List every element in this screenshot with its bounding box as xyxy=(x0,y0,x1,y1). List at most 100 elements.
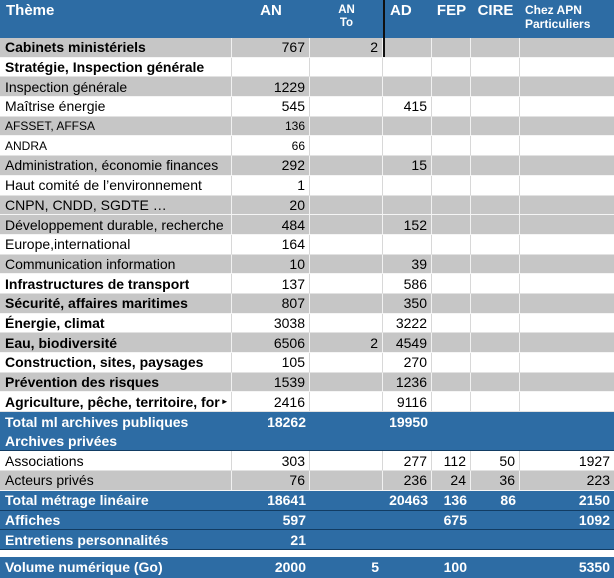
cell-an[interactable]: 21 xyxy=(232,530,310,549)
cell-cire[interactable] xyxy=(471,274,520,293)
cell-an[interactable]: 1539 xyxy=(232,372,310,392)
cell-fep[interactable] xyxy=(432,392,471,412)
cell-cire[interactable] xyxy=(471,511,520,530)
column-header-ad[interactable]: AD xyxy=(383,0,432,38)
cell-an_to[interactable] xyxy=(310,234,383,254)
cell-an[interactable]: 292 xyxy=(232,156,310,175)
cell-cire[interactable] xyxy=(471,156,520,175)
cell-apn[interactable] xyxy=(520,136,614,155)
cell-theme[interactable]: Eau, biodiversité xyxy=(0,333,232,352)
cell-ad[interactable]: 19950 xyxy=(383,412,432,431)
cell-fep[interactable] xyxy=(432,254,471,274)
cell-theme[interactable]: Acteurs privés xyxy=(0,471,232,490)
cell-theme[interactable]: Prévention des risques xyxy=(0,372,232,392)
cell-apn[interactable] xyxy=(520,353,614,372)
cell-ad[interactable] xyxy=(383,431,432,450)
cell-ad[interactable] xyxy=(383,38,432,57)
cell-cire[interactable] xyxy=(471,254,520,274)
cell-an[interactable]: 2000 xyxy=(232,557,310,578)
cell-an[interactable]: 545 xyxy=(232,97,310,116)
cell-cire[interactable] xyxy=(471,116,520,136)
cell-theme[interactable]: Total métrage linéaire xyxy=(0,491,232,510)
cell-cire[interactable]: 36 xyxy=(471,471,520,490)
cell-fep[interactable] xyxy=(432,156,471,175)
cell-fep[interactable] xyxy=(432,234,471,254)
cell-theme[interactable]: Développement durable, recherche xyxy=(0,215,232,234)
cell-ad[interactable]: 4549 xyxy=(383,333,432,352)
cell-apn[interactable] xyxy=(520,215,614,234)
cell-fep[interactable] xyxy=(432,530,471,549)
cell-an_to[interactable] xyxy=(310,175,383,195)
cell-apn[interactable] xyxy=(520,38,614,57)
cell-an[interactable]: 137 xyxy=(232,274,310,293)
cell-fep[interactable] xyxy=(432,136,471,156)
cell-cire[interactable] xyxy=(471,353,520,372)
cell-cire[interactable] xyxy=(471,77,520,97)
cell-fep[interactable] xyxy=(432,97,471,116)
cell-ad[interactable]: 277 xyxy=(383,451,432,471)
cell-an_to[interactable] xyxy=(310,412,383,431)
column-header-an-to[interactable]: AN To xyxy=(310,0,383,38)
cell-ad[interactable]: 152 xyxy=(383,215,432,234)
cell-cire[interactable] xyxy=(471,57,520,77)
cell-an[interactable]: 18262 xyxy=(232,412,310,431)
cell-an_to[interactable] xyxy=(310,471,383,490)
cell-cire[interactable] xyxy=(471,333,520,352)
cell-cire[interactable] xyxy=(471,392,520,412)
cell-fep[interactable] xyxy=(432,313,471,333)
cell-an[interactable]: 6506 xyxy=(232,333,310,352)
cell-an[interactable]: 18641 xyxy=(232,491,310,510)
column-header-cire[interactable]: CIRE xyxy=(471,0,520,38)
cell-theme[interactable]: AFSSET, AFFSA xyxy=(0,116,232,136)
cell-ad[interactable]: 415 xyxy=(383,97,432,116)
cell-theme[interactable]: Haut comité de l’environnement xyxy=(0,175,232,195)
cell-ad[interactable] xyxy=(383,530,432,549)
cell-an[interactable]: 3038 xyxy=(232,313,310,333)
cell-fep[interactable] xyxy=(432,38,471,57)
cell-an_to[interactable] xyxy=(310,313,383,333)
cell-fep[interactable] xyxy=(432,412,471,431)
cell-theme[interactable]: ANDRA xyxy=(0,136,232,156)
cell-apn[interactable] xyxy=(520,274,614,293)
cell-ad[interactable] xyxy=(383,557,432,578)
cell-theme[interactable]: Volume numérique (Go) xyxy=(0,557,232,578)
cell-an_to[interactable] xyxy=(310,511,383,530)
cell-fep[interactable]: 100 xyxy=(432,557,471,578)
cell-an_to[interactable] xyxy=(310,195,383,215)
cell-cire[interactable] xyxy=(471,215,520,234)
cell-an[interactable]: 1 xyxy=(232,175,310,195)
cell-fep[interactable] xyxy=(432,116,471,136)
cell-cire[interactable] xyxy=(471,234,520,254)
cell-theme[interactable]: Construction, sites, paysages xyxy=(0,353,232,372)
cell-apn[interactable] xyxy=(520,156,614,175)
cell-apn[interactable] xyxy=(520,196,614,215)
cell-ad[interactable] xyxy=(383,136,432,156)
cell-an_to[interactable] xyxy=(310,293,383,313)
cell-cire[interactable] xyxy=(471,412,520,431)
cell-fep[interactable]: 112 xyxy=(432,451,471,471)
cell-fep[interactable] xyxy=(432,293,471,313)
cell-an[interactable]: 597 xyxy=(232,511,310,530)
cell-an[interactable] xyxy=(232,57,310,77)
cell-apn[interactable] xyxy=(520,392,614,411)
cell-theme[interactable]: Archives privées xyxy=(0,431,232,450)
cell-fep[interactable] xyxy=(432,431,471,450)
cell-an_to[interactable] xyxy=(310,97,383,116)
cell-an_to[interactable] xyxy=(310,353,383,372)
cell-apn[interactable]: 1092 xyxy=(520,511,614,530)
cell-fep[interactable] xyxy=(432,353,471,372)
cell-cire[interactable] xyxy=(471,293,520,313)
cell-fep[interactable] xyxy=(432,77,471,97)
cell-theme[interactable]: Administration, économie finances xyxy=(0,156,232,175)
cell-an_to[interactable] xyxy=(310,136,383,156)
cell-apn[interactable] xyxy=(520,117,614,136)
cell-an_to[interactable] xyxy=(310,274,383,293)
cell-cire[interactable] xyxy=(471,175,520,195)
cell-ad[interactable] xyxy=(383,116,432,136)
cell-ad[interactable]: 1236 xyxy=(383,372,432,392)
cell-an_to[interactable] xyxy=(310,215,383,234)
cell-apn[interactable] xyxy=(520,333,614,352)
cell-an_to[interactable]: 5 xyxy=(310,557,383,578)
cell-apn[interactable] xyxy=(520,255,614,274)
cell-an_to[interactable] xyxy=(310,451,383,471)
